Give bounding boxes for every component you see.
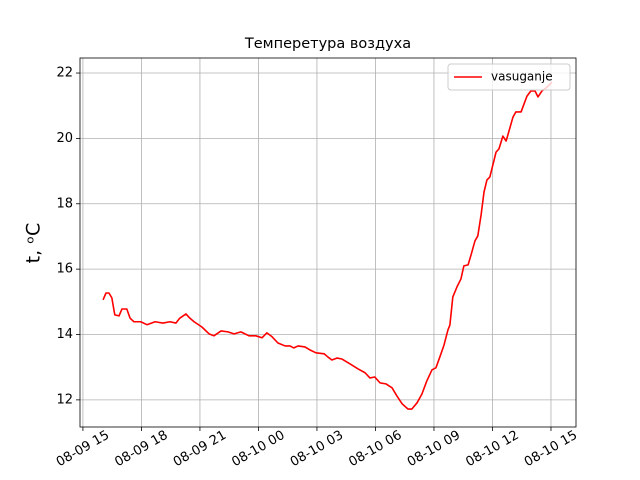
y-tick-label: 12: [56, 392, 73, 407]
legend-box: [447, 63, 571, 91]
y-tick-label: 20: [56, 131, 73, 146]
y-tick-label: 18: [56, 196, 73, 211]
chart-title: Темперетура воздуха: [244, 36, 411, 52]
y-tick-label: 22: [56, 66, 73, 81]
legend-label: vasuganje: [491, 70, 553, 84]
plot-frame: [79, 57, 577, 428]
line: [102, 81, 553, 410]
legend: vasuganje: [447, 63, 571, 91]
y-tick-label: 16: [56, 262, 73, 277]
y-tick-label: 14: [56, 327, 73, 342]
y-axis-label: t, ᵒC: [23, 223, 45, 264]
